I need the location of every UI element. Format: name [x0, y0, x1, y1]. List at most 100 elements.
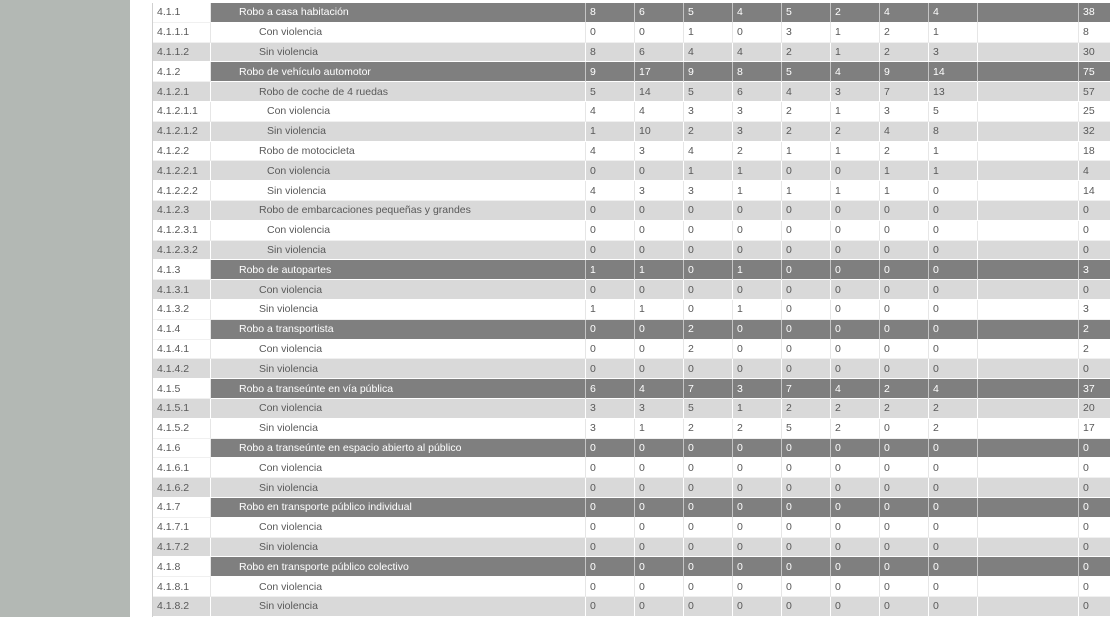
total-cell[interactable]: 0: [1079, 220, 1110, 241]
value-cell[interactable]: 0: [684, 260, 733, 281]
value-cell[interactable]: 3: [635, 181, 684, 201]
value-cell[interactable]: 2: [684, 339, 733, 360]
value-cell[interactable]: 0: [782, 339, 831, 360]
spacer-cell[interactable]: [978, 101, 1079, 122]
value-cell[interactable]: 0: [635, 319, 684, 340]
value-cell[interactable]: 0: [929, 517, 978, 538]
value-cell[interactable]: 0: [684, 280, 733, 300]
value-cell[interactable]: 3: [635, 398, 684, 419]
total-cell[interactable]: 20: [1079, 398, 1110, 419]
row-code-cell[interactable]: 4.1.2.3.1: [153, 220, 211, 241]
value-cell[interactable]: 0: [733, 596, 782, 617]
value-cell[interactable]: 7: [880, 82, 929, 102]
value-cell[interactable]: 0: [635, 339, 684, 360]
value-cell[interactable]: 2: [782, 101, 831, 122]
value-cell[interactable]: 0: [929, 458, 978, 479]
row-code-cell[interactable]: 4.1.4.2: [153, 359, 211, 380]
value-cell[interactable]: 0: [733, 200, 782, 221]
value-cell[interactable]: 1: [782, 141, 831, 162]
value-cell[interactable]: 0: [880, 359, 929, 380]
value-cell[interactable]: 0: [733, 339, 782, 360]
value-cell[interactable]: 0: [782, 458, 831, 479]
value-cell[interactable]: 1: [684, 22, 733, 43]
value-cell[interactable]: 0: [782, 220, 831, 241]
value-cell[interactable]: 0: [782, 478, 831, 498]
spacer-cell[interactable]: [978, 398, 1079, 419]
value-cell[interactable]: 1: [929, 141, 978, 162]
spacer-cell[interactable]: [978, 121, 1079, 142]
row-label-cell[interactable]: Sin violencia: [211, 359, 586, 380]
total-cell[interactable]: 75: [1079, 62, 1110, 83]
value-cell[interactable]: 0: [586, 497, 635, 518]
row-label-cell[interactable]: Con violencia: [211, 101, 586, 122]
total-cell[interactable]: 0: [1079, 280, 1110, 300]
row-code-cell[interactable]: 4.1.6.1: [153, 458, 211, 479]
spacer-cell[interactable]: [978, 220, 1079, 241]
value-cell[interactable]: 0: [684, 240, 733, 261]
value-cell[interactable]: 8: [586, 3, 635, 23]
value-cell[interactable]: 0: [880, 478, 929, 498]
row-code-cell[interactable]: 4.1.2.1: [153, 82, 211, 102]
value-cell[interactable]: 0: [782, 161, 831, 182]
value-cell[interactable]: 4: [733, 42, 782, 63]
total-cell[interactable]: 0: [1079, 517, 1110, 538]
value-cell[interactable]: 3: [684, 181, 733, 201]
value-cell[interactable]: 4: [684, 42, 733, 63]
value-cell[interactable]: 8: [733, 62, 782, 83]
total-cell[interactable]: 0: [1079, 478, 1110, 498]
row-label-cell[interactable]: Sin violencia: [211, 299, 586, 320]
total-cell[interactable]: 2: [1079, 319, 1110, 340]
value-cell[interactable]: 0: [733, 359, 782, 380]
total-cell[interactable]: 0: [1079, 537, 1110, 558]
value-cell[interactable]: 0: [880, 577, 929, 597]
value-cell[interactable]: 13: [929, 82, 978, 102]
row-label-cell[interactable]: Robo en transporte público individual: [211, 497, 586, 518]
value-cell[interactable]: 0: [635, 497, 684, 518]
spacer-cell[interactable]: [978, 240, 1079, 261]
value-cell[interactable]: 0: [929, 339, 978, 360]
value-cell[interactable]: 1: [831, 42, 880, 63]
value-cell[interactable]: 0: [880, 438, 929, 459]
value-cell[interactable]: 1: [586, 299, 635, 320]
value-cell[interactable]: 4: [733, 3, 782, 23]
row-code-cell[interactable]: 4.1.8.1: [153, 577, 211, 597]
value-cell[interactable]: 1: [929, 161, 978, 182]
value-cell[interactable]: 1: [635, 260, 684, 281]
value-cell[interactable]: 0: [782, 497, 831, 518]
spacer-cell[interactable]: [978, 478, 1079, 498]
value-cell[interactable]: 5: [684, 398, 733, 419]
value-cell[interactable]: 0: [684, 458, 733, 479]
total-cell[interactable]: 0: [1079, 596, 1110, 617]
value-cell[interactable]: 0: [831, 220, 880, 241]
spacer-cell[interactable]: [978, 517, 1079, 538]
value-cell[interactable]: 0: [782, 319, 831, 340]
row-label-cell[interactable]: Robo de vehículo automotor: [211, 62, 586, 83]
value-cell[interactable]: 0: [929, 577, 978, 597]
value-cell[interactable]: 0: [929, 359, 978, 380]
row-label-cell[interactable]: Sin violencia: [211, 478, 586, 498]
row-code-cell[interactable]: 4.1.4: [153, 319, 211, 340]
value-cell[interactable]: 17: [635, 62, 684, 83]
value-cell[interactable]: 0: [635, 200, 684, 221]
total-cell[interactable]: 0: [1079, 200, 1110, 221]
value-cell[interactable]: 3: [586, 398, 635, 419]
row-label-cell[interactable]: Sin violencia: [211, 121, 586, 142]
value-cell[interactable]: 1: [831, 22, 880, 43]
value-cell[interactable]: 9: [684, 62, 733, 83]
row-label-cell[interactable]: Sin violencia: [211, 596, 586, 617]
value-cell[interactable]: 2: [880, 22, 929, 43]
value-cell[interactable]: 1: [733, 398, 782, 419]
value-cell[interactable]: 6: [733, 82, 782, 102]
value-cell[interactable]: 1: [684, 161, 733, 182]
row-code-cell[interactable]: 4.1.8.2: [153, 596, 211, 617]
value-cell[interactable]: 4: [929, 379, 978, 399]
row-code-cell[interactable]: 4.1.2.2.1: [153, 161, 211, 182]
value-cell[interactable]: 0: [733, 280, 782, 300]
row-label-cell[interactable]: Con violencia: [211, 398, 586, 419]
row-code-cell[interactable]: 4.1.8: [153, 557, 211, 578]
row-code-cell[interactable]: 4.1.6: [153, 438, 211, 459]
value-cell[interactable]: 0: [733, 478, 782, 498]
value-cell[interactable]: 0: [586, 200, 635, 221]
value-cell[interactable]: 0: [880, 299, 929, 320]
spacer-cell[interactable]: [978, 280, 1079, 300]
